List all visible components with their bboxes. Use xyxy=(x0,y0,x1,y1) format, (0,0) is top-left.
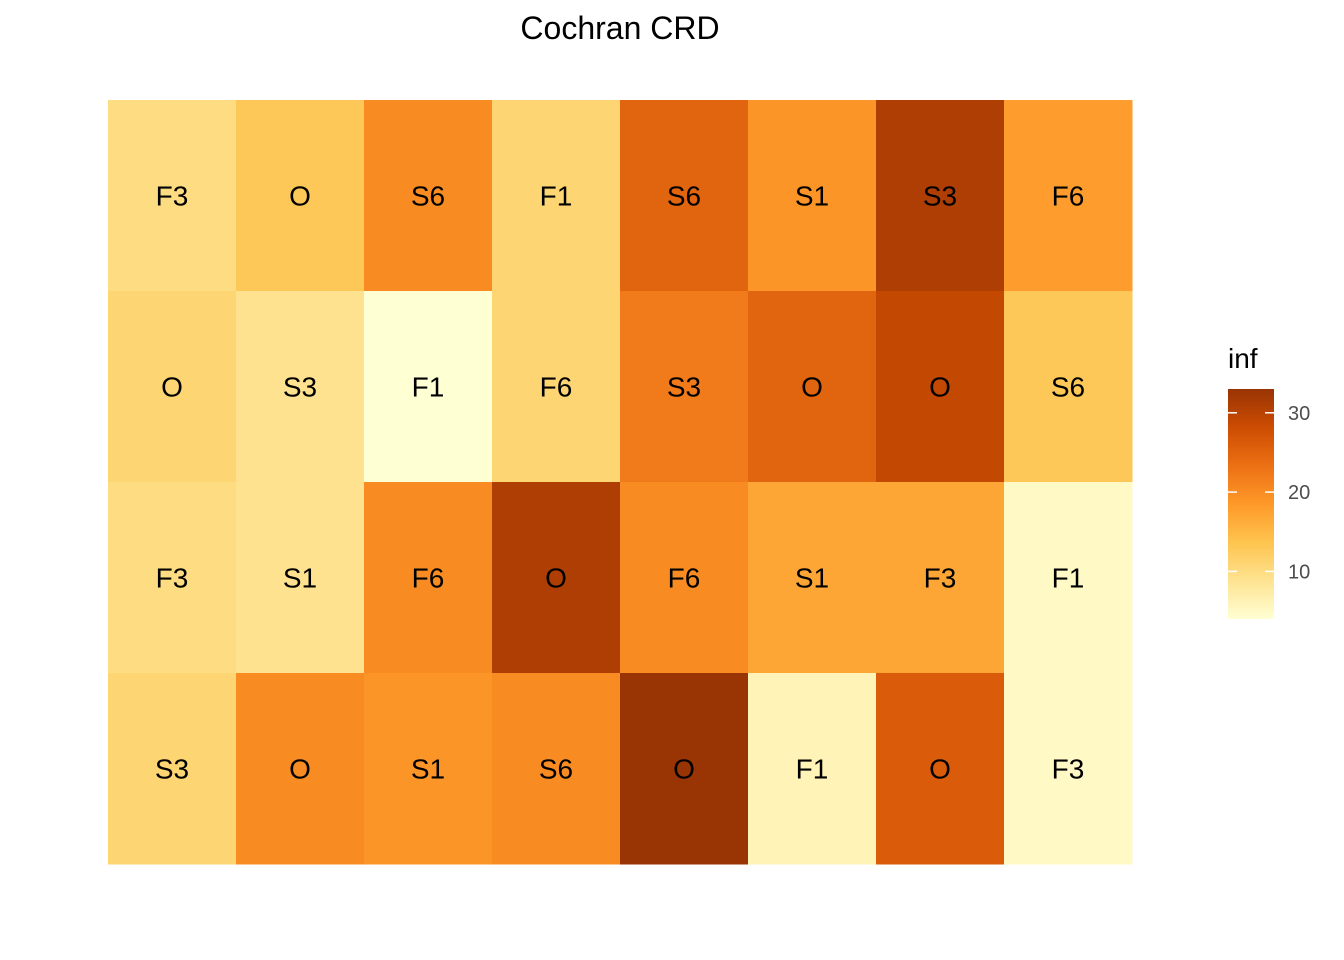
heatmap-cell-label: S1 xyxy=(411,754,445,785)
heatmap-cell-label: O xyxy=(929,754,951,785)
heatmap-cell xyxy=(492,673,621,865)
heatmap-cell-label: S1 xyxy=(795,181,829,212)
legend-tick-label: 30 xyxy=(1288,403,1310,425)
heatmap-cell xyxy=(620,100,749,292)
heatmap-cell-label: F3 xyxy=(156,181,189,212)
heatmap-cell-label: F1 xyxy=(796,754,829,785)
heatmap-cell xyxy=(108,482,237,674)
heatmap-cell-labels: F3 O S6 F1 S6 S1 S3 F6 O S3 F1 F6 S3 O O S6 F3 S1 F6 O F6 S1 F… xyxy=(155,181,1085,785)
legend-tick-label: 20 xyxy=(1288,482,1310,504)
heatmap-cell xyxy=(364,673,493,865)
heatmap-cell xyxy=(748,291,877,483)
heatmap-cell xyxy=(620,673,749,865)
heatmap-cell-label: F6 xyxy=(412,563,445,594)
heatmap-cell-label: F1 xyxy=(1052,563,1085,594)
heatmap-cell xyxy=(876,673,1005,865)
heatmap-cell xyxy=(1004,100,1133,292)
legend-tick-label: 10 xyxy=(1288,561,1310,583)
heatmap-cell-label: O xyxy=(929,372,951,403)
heatmap-cell-label: F1 xyxy=(412,372,445,403)
heatmap-cell xyxy=(876,291,1005,483)
heatmap-cell-label: S3 xyxy=(667,372,701,403)
heatmap-cell xyxy=(364,291,493,483)
heatmap-cell xyxy=(748,100,877,292)
heatmap-cell-label: F3 xyxy=(156,563,189,594)
heatmap-cell-label: S1 xyxy=(283,563,317,594)
heatmap-cell xyxy=(1004,291,1133,483)
heatmap-cell-label: O xyxy=(801,372,823,403)
heatmap-cell-label: F6 xyxy=(540,372,573,403)
heatmap-cell-label: S6 xyxy=(411,181,445,212)
heatmap-cell-label: F1 xyxy=(540,181,573,212)
legend-colorbar: 10 20 30 xyxy=(1228,389,1310,619)
heatmap-cells xyxy=(108,100,1133,865)
heatmap-cell-label: O xyxy=(545,563,567,594)
heatmap-cell-label: S1 xyxy=(795,563,829,594)
heatmap-cell-label: S6 xyxy=(539,754,573,785)
heatmap-cell-label: F6 xyxy=(668,563,701,594)
heatmap-cell xyxy=(876,482,1005,674)
heatmap-cell-label: S6 xyxy=(667,181,701,212)
heatmap-cell xyxy=(620,482,749,674)
heatmap-cell-label: F6 xyxy=(1052,181,1085,212)
heatmap-cell xyxy=(748,482,877,674)
chart-title: Cochran CRD xyxy=(520,10,720,46)
legend-colorbar-gradient xyxy=(1228,389,1274,619)
heatmap-cell xyxy=(364,482,493,674)
heatmap-cell xyxy=(108,673,237,865)
heatmap-cell xyxy=(108,291,237,483)
heatmap-cell-label: S3 xyxy=(923,181,957,212)
heatmap-cell xyxy=(492,291,621,483)
heatmap-cell xyxy=(108,100,237,292)
heatmap-cell xyxy=(364,100,493,292)
heatmap-cell-label: O xyxy=(161,372,183,403)
heatmap-cell xyxy=(620,291,749,483)
heatmap-cell xyxy=(236,482,365,674)
heatmap-cell xyxy=(492,482,621,674)
heatmap-cell-label: O xyxy=(289,754,311,785)
heatmap-cell-label: O xyxy=(673,754,695,785)
heatmap-cell-label: O xyxy=(289,181,311,212)
heatmap-cell xyxy=(236,100,365,292)
heatmap-cell-label: S3 xyxy=(155,754,189,785)
heatmap-cell xyxy=(876,100,1005,292)
heatmap-cell-label: S6 xyxy=(1051,372,1085,403)
heatmap-cell-label: F3 xyxy=(924,563,957,594)
heatmap-cell xyxy=(236,673,365,865)
heatmap-cell xyxy=(748,673,877,865)
heatmap-cell xyxy=(1004,482,1133,674)
heatmap-cell-label: F3 xyxy=(1052,754,1085,785)
heatmap-cell-label: S3 xyxy=(283,372,317,403)
legend-title: inf xyxy=(1228,343,1258,374)
heatmap-cell xyxy=(236,291,365,483)
heatmap-cell xyxy=(492,100,621,292)
heatmap-cell xyxy=(1004,673,1133,865)
